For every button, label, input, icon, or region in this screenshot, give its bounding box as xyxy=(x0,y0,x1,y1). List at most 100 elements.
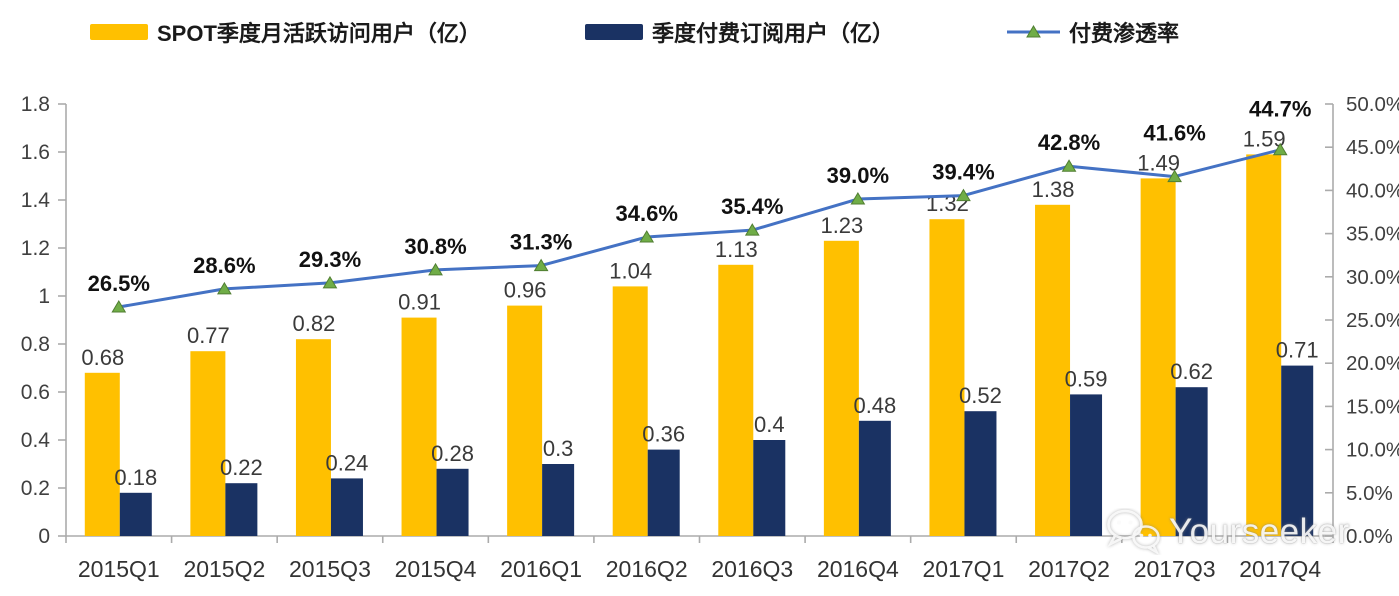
bar-subscribers xyxy=(753,440,786,536)
bar-mau xyxy=(1035,204,1071,537)
penetration-marker xyxy=(322,275,338,289)
penetration-line-marker-swatch xyxy=(1007,25,1060,39)
x-axis-label: 2016Q4 xyxy=(817,556,899,582)
bar-subscribers xyxy=(1175,387,1208,536)
right-axis-tick-label: 15.0% xyxy=(1346,395,1399,418)
penetration-marker xyxy=(744,223,760,236)
penetration-pct-label: 44.7% xyxy=(1249,96,1311,121)
left-axis-tick-label: 1.8 xyxy=(21,93,50,116)
right-axis-tick-label: 40.0% xyxy=(1346,179,1399,202)
left-axis-tick-label: 0.6 xyxy=(21,381,50,404)
bar-mau xyxy=(1246,154,1282,536)
legend-item-mau: SPOT季度月活跃访问用户（亿） xyxy=(90,18,481,46)
subscribers-bar-label: 0.28 xyxy=(431,441,474,466)
x-axis-label: 2017Q1 xyxy=(923,556,1005,582)
subscribers-bar-label: 0.59 xyxy=(1065,366,1108,391)
bar-mau xyxy=(84,372,120,536)
penetration-pct-label: 42.8% xyxy=(1038,130,1100,155)
penetration-marker xyxy=(1061,159,1077,172)
subscribers-bar-label: 0.18 xyxy=(114,465,157,490)
bar-mau xyxy=(612,286,648,536)
legend-label-mau: SPOT季度月活跃访问用户（亿） xyxy=(157,21,481,46)
penetration-marker xyxy=(850,192,866,205)
penetration-pct-label: 26.5% xyxy=(88,271,150,296)
mau-bar-label: 0.82 xyxy=(293,311,336,336)
mau-bar-label: 1.13 xyxy=(715,237,758,262)
penetration-pct-label: 30.8% xyxy=(404,234,466,259)
x-axis-label: 2016Q1 xyxy=(500,556,582,582)
x-axis-label: 2016Q2 xyxy=(606,556,688,582)
bar-mau xyxy=(929,219,965,536)
mau-bar-label: 1.38 xyxy=(1032,177,1075,202)
penetration-line xyxy=(118,148,1281,309)
right-axis-tick-label: 5.0% xyxy=(1346,482,1393,505)
bar-subscribers xyxy=(1070,394,1103,536)
mau-bar-label: 0.68 xyxy=(81,345,124,370)
penetration-pct-label: 29.3% xyxy=(299,247,361,272)
penetration-marker xyxy=(639,230,655,243)
x-axis-label: 2017Q4 xyxy=(1239,556,1321,582)
legend-item-subscribers: 季度付费订阅用户（亿） xyxy=(585,18,894,46)
right-axis-tick-label: 25.0% xyxy=(1346,309,1399,332)
penetration-marker xyxy=(1272,142,1288,156)
penetration-pct-label: 28.6% xyxy=(193,253,255,278)
bar-subscribers xyxy=(436,468,469,536)
subscribers-bar-label: 0.4 xyxy=(754,412,785,437)
bar-mau xyxy=(823,240,859,537)
penetration-pct-label: 39.0% xyxy=(827,163,889,188)
right-axis-tick-label: 35.0% xyxy=(1346,223,1399,246)
legend-label-penetration: 付费渗透率 xyxy=(1069,21,1180,46)
legend-item-penetration: 付费渗透率 xyxy=(1007,18,1179,46)
mau-bar-label: 1.04 xyxy=(609,258,652,283)
penetration-marker xyxy=(533,258,549,272)
mau-series-swatch xyxy=(90,24,148,40)
left-axis-tick-label: 1.2 xyxy=(21,237,50,260)
bar-subscribers xyxy=(1281,365,1314,536)
bar-subscribers xyxy=(119,492,152,536)
bar-mau xyxy=(401,317,437,536)
mau-bar-label: 0.77 xyxy=(187,323,230,348)
bar-subscribers xyxy=(330,478,363,536)
x-axis-label: 2015Q2 xyxy=(183,556,265,582)
left-axis-tick-label: 0 xyxy=(38,525,50,548)
bar-mau xyxy=(295,339,331,536)
subscribers-bar-label: 0.22 xyxy=(220,455,263,480)
right-axis-tick-label: 30.0% xyxy=(1346,266,1399,289)
bar-subscribers xyxy=(964,411,997,536)
bar-subscribers xyxy=(542,464,575,536)
right-axis-tick-label: 20.0% xyxy=(1346,352,1399,375)
subscribers-bar-label: 0.48 xyxy=(853,393,896,418)
bar-mau xyxy=(1140,178,1176,536)
bar-mau xyxy=(190,351,226,536)
penetration-marker xyxy=(1167,169,1183,183)
subscribers-bar-label: 0.52 xyxy=(959,383,1002,408)
mau-bar-label: 1.49 xyxy=(1137,150,1180,175)
left-axis-tick-label: 0.8 xyxy=(21,333,50,356)
subscribers-bar-label: 0.36 xyxy=(642,422,685,447)
penetration-marker xyxy=(428,262,443,276)
subscribers-bar-label: 0.24 xyxy=(326,450,369,475)
bar-subscribers xyxy=(225,483,258,536)
x-axis-label: 2015Q4 xyxy=(395,556,477,582)
left-axis-tick-label: 1 xyxy=(38,285,50,308)
penetration-pct-label: 41.6% xyxy=(1143,120,1205,145)
x-axis-label: 2017Q2 xyxy=(1028,556,1110,582)
penetration-pct-label: 34.6% xyxy=(616,201,678,226)
right-axis-tick-label: 50.0% xyxy=(1346,93,1399,116)
left-axis-tick-label: 0.4 xyxy=(21,429,51,452)
chart-legend: SPOT季度月活跃访问用户（亿） 季度付费订阅用户（亿） 付费渗透率 xyxy=(0,0,1399,60)
penetration-pct-label: 39.4% xyxy=(932,160,994,185)
x-axis-label: 2015Q3 xyxy=(289,556,371,582)
penetration-pct-label: 31.3% xyxy=(510,230,572,255)
right-axis-tick-label: 10.0% xyxy=(1346,439,1399,462)
penetration-marker xyxy=(956,188,971,202)
penetration-marker xyxy=(216,281,232,295)
legend-label-subscribers: 季度付费订阅用户（亿） xyxy=(652,21,895,46)
subscribers-series-swatch xyxy=(585,24,643,40)
right-axis-tick-label: 45.0% xyxy=(1346,136,1399,159)
x-axis-label: 2017Q3 xyxy=(1134,556,1216,582)
penetration-pct-label: 35.4% xyxy=(721,194,783,219)
left-axis-tick-label: 0.2 xyxy=(21,477,50,500)
subscribers-bar-label: 0.3 xyxy=(543,436,574,461)
